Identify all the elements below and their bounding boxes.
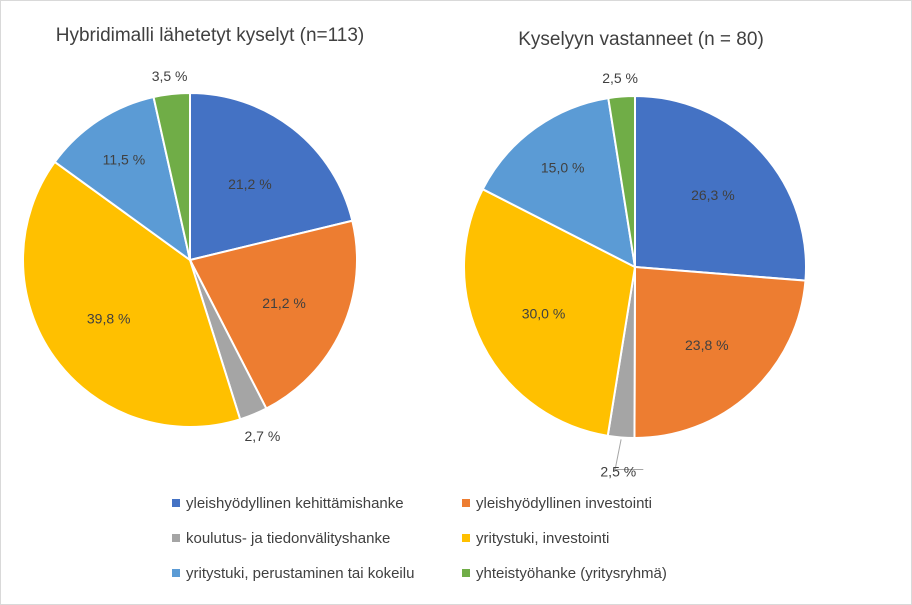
- pie-slice-yritystuki-perustaminen-tai-kokeilu: [53, 96, 191, 261]
- data-label: 23,8 %: [685, 337, 729, 353]
- pie-slice-yleishyodyllinen-kehittamishanke: [189, 92, 354, 261]
- pie-slice-yhteistyohanke-yritysryhma: [152, 92, 191, 261]
- legend-swatch: [172, 534, 180, 542]
- data-label: 26,3 %: [691, 187, 735, 203]
- data-label: 2,5 %: [600, 464, 636, 480]
- pie-chart-2: 26,3 % 23,8 % 2,5 % 30,0 % 15,0 % 2,5 %: [463, 70, 807, 480]
- data-labels: 26,3 % 23,8 % 2,5 % 30,0 % 15,0 % 2,5 %: [522, 70, 735, 480]
- legend-item-kehittamishanke: yleishyödyllinen kehittämishanke: [172, 493, 462, 513]
- legend-swatch: [172, 569, 180, 577]
- legend-label: koulutus- ja tiedonvälityshanke: [186, 529, 391, 547]
- pie-slice-yritystuki-investointi: [22, 160, 242, 428]
- legend-item-yhteistyohanke: yhteistyöhanke (yritysryhmä): [462, 563, 762, 583]
- legend-item-investointi: yleishyödyllinen investointi: [462, 493, 762, 513]
- legend-label: yleishyödyllinen kehittämishanke: [186, 494, 404, 512]
- data-label: 39,8 %: [87, 311, 131, 327]
- data-label: 30,0 %: [522, 305, 566, 321]
- legend-label: yritystuki, investointi: [476, 529, 610, 547]
- data-labels: 21,2 % 21,2 % 2,7 % 39,8 % 11,5 % 3,5 %: [87, 68, 306, 444]
- leader-line: [614, 439, 644, 470]
- legend-item-koulutushanke: koulutus- ja tiedonvälityshanke: [172, 528, 462, 548]
- legend-label: yritystuki, perustaminen tai kokeilu: [186, 564, 415, 582]
- data-label: 21,2 %: [262, 295, 306, 311]
- pie-chart-2-title: Kyselyyn vastanneet (n = 80): [518, 29, 764, 50]
- pie-slice-yleishyodyllinen-investointi: [633, 266, 807, 440]
- pie-slice-yritystuki-perustaminen-tai-kokeilu: [481, 97, 636, 268]
- data-label: 15,0 %: [541, 159, 585, 175]
- legend-swatch: [172, 499, 180, 507]
- pie-slice-yleishyodyllinen-kehittamishanke: [634, 95, 807, 282]
- data-label: 3,5 %: [152, 68, 188, 84]
- legend: yleishyödyllinen kehittämishanke yleishy…: [172, 493, 772, 583]
- legend-label: yhteistyöhanke (yritysryhmä): [476, 564, 667, 582]
- data-label: 11,5 %: [103, 152, 146, 168]
- data-label: 21,2 %: [228, 176, 272, 192]
- legend-swatch: [462, 534, 470, 542]
- pie-slice-yritystuki-investointi: [463, 188, 636, 437]
- legend-swatch: [462, 499, 470, 507]
- pie-slice-yhteistyohanke-yritysryhma: [607, 95, 636, 268]
- data-label: 2,7 %: [244, 428, 280, 444]
- pie-chart-1: 21,2 % 21,2 % 2,7 % 39,8 % 11,5 % 3,5 %: [22, 68, 358, 444]
- legend-item-yritystuki-investointi: yritystuki, investointi: [462, 528, 762, 548]
- pie-chart-1-title: Hybridimalli lähetetyt kyselyt (n=113): [56, 25, 365, 46]
- legend-item-yritystuki-perustaminen: yritystuki, perustaminen tai kokeilu: [172, 563, 462, 583]
- legend-swatch: [462, 569, 470, 577]
- data-label: 2,5 %: [602, 70, 638, 86]
- legend-label: yleishyödyllinen investointi: [476, 494, 652, 512]
- pie-slice-yleishyodyllinen-investointi: [189, 219, 358, 410]
